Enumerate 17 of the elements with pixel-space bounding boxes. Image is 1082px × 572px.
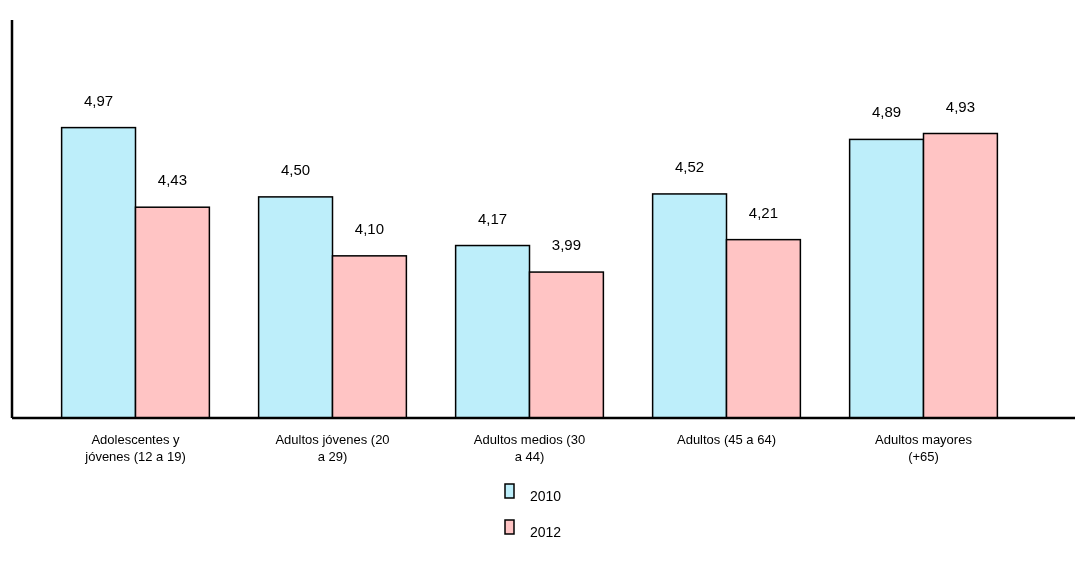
x-tick-label: Adolescentes y jóvenes (12 a 19)	[84, 432, 186, 464]
x-tick-label: Adultos (45 a 64)	[676, 432, 777, 447]
x-tick-label: Adultos jóvenes (20 a 29)	[275, 432, 390, 464]
legend-label: 2010	[530, 488, 562, 504]
data-label: 4,89	[871, 103, 902, 121]
legend-label: 2012	[530, 524, 562, 540]
x-tick-label: Adultos medios (30 a 44)	[473, 432, 586, 464]
data-label: 4,21	[748, 203, 779, 221]
data-label: 4,43	[157, 171, 188, 189]
data-label: 4,50	[280, 160, 311, 178]
x-tick-label: Adultos mayores (+65)	[875, 432, 973, 464]
data-label: 3,99	[551, 236, 582, 254]
data-label: 4,93	[945, 97, 976, 115]
data-label: 4,97	[83, 91, 114, 109]
data-label: 4,17	[477, 209, 508, 227]
data-label: 4,10	[354, 219, 385, 237]
data-label: 4,52	[674, 157, 705, 175]
